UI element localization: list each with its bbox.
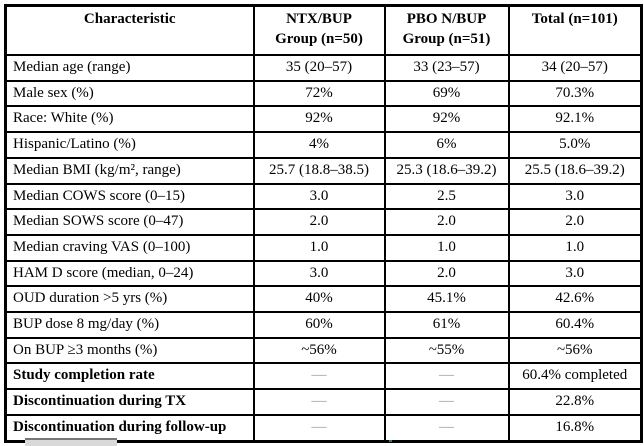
cell-value: 3.0 [507, 182, 643, 211]
row-label: Median COWS score (0–15) [4, 182, 255, 211]
column-header-ntx-bup-group: NTX/BUP Group (n=50) [252, 4, 386, 56]
row-label: HAM D score (median, 0–24) [4, 259, 255, 288]
row-label: Study completion rate [4, 362, 255, 391]
row-label: Median SOWS score (0–47) [4, 208, 255, 236]
cell-value: 3.0 [252, 259, 386, 288]
cell-value: 5.0% [507, 131, 643, 159]
row-label: Hispanic/Latino (%) [4, 131, 255, 159]
table-row: Median SOWS score (0–47) 2.0 2.0 2.0 [4, 208, 643, 236]
table-row: Race: White (%) 92% 92% 92.1% [4, 105, 643, 134]
cell-value: 2.0 [383, 208, 510, 236]
cell-empty-dash: — [383, 362, 510, 391]
cell-empty-dash: — [383, 413, 510, 443]
cell-value: 2.0 [252, 208, 386, 236]
table-row-discontinuation-followup: Discontinuation during follow-up — — 16.… [4, 413, 643, 443]
cell-value: 60.4% completed [507, 362, 643, 391]
table-row: BUP dose 8 mg/day (%) 60% 61% 60.4% [4, 311, 643, 339]
cell-value: 33 (23–57) [383, 54, 510, 82]
cell-value: 72% [252, 79, 386, 108]
row-label: Median craving VAS (0–100) [4, 233, 255, 262]
cell-value: 25.7 (18.8–38.5) [252, 156, 386, 185]
cropped-element-artifact [25, 438, 117, 446]
table-row-study-completion: Study completion rate — — 60.4% complete… [4, 362, 643, 391]
table-row: On BUP ≥3 months (%) ~56% ~55% ~56% [4, 336, 643, 365]
table-row: OUD duration >5 yrs (%) 40% 45.1% 42.6% [4, 285, 643, 314]
cell-value: ~55% [383, 336, 510, 365]
cell-value: 3.0 [507, 259, 643, 288]
row-label: Discontinuation during follow-up [4, 413, 255, 443]
row-label: On BUP ≥3 months (%) [4, 336, 255, 365]
cell-empty-dash: — [383, 388, 510, 416]
cell-value: 92.1% [507, 105, 643, 134]
cell-empty-dash: — [252, 388, 386, 416]
cell-value: 25.5 (18.6–39.2) [507, 156, 643, 185]
table-row: Median COWS score (0–15) 3.0 2.5 3.0 [4, 182, 643, 211]
table-row: HAM D score (median, 0–24) 3.0 2.0 3.0 [4, 259, 643, 288]
cell-empty-dash: — [252, 413, 386, 443]
column-header-pbo-bup-group: PBO N/BUP Group (n=51) [383, 4, 510, 56]
cell-value: 61% [383, 311, 510, 339]
row-label: OUD duration >5 yrs (%) [4, 285, 255, 314]
cursor-speck-artifact [389, 440, 392, 442]
cell-value: 92% [252, 105, 386, 134]
row-label: Median age (range) [4, 54, 255, 82]
cell-value: 1.0 [383, 233, 510, 262]
cell-value: 92% [383, 105, 510, 134]
cell-value: 4% [252, 131, 386, 159]
row-label: Race: White (%) [4, 105, 255, 134]
row-label: Median BMI (kg/m², range) [4, 156, 255, 185]
cell-value: 69% [383, 79, 510, 108]
table-row: Median craving VAS (0–100) 1.0 1.0 1.0 [4, 233, 643, 262]
cell-value: 35 (20–57) [252, 54, 386, 82]
cell-value: 16.8% [507, 413, 643, 443]
table-row: Median BMI (kg/m², range) 25.7 (18.8–38.… [4, 156, 643, 185]
cell-value: 25.3 (18.6–39.2) [383, 156, 510, 185]
cell-value: 42.6% [507, 285, 643, 314]
column-header-total: Total (n=101) [507, 4, 643, 56]
cell-value: ~56% [507, 336, 643, 365]
cell-value: 2.5 [383, 182, 510, 211]
table-row-discontinuation-tx: Discontinuation during TX — — 22.8% [4, 388, 643, 416]
cell-value: ~56% [252, 336, 386, 365]
cell-value: 6% [383, 131, 510, 159]
cell-value: 2.0 [383, 259, 510, 288]
cell-value: 2.0 [507, 208, 643, 236]
cell-value: 40% [252, 285, 386, 314]
cell-empty-dash: — [252, 362, 386, 391]
row-label: Male sex (%) [4, 79, 255, 108]
cell-value: 60% [252, 311, 386, 339]
cell-value: 1.0 [507, 233, 643, 262]
cell-value: 34 (20–57) [507, 54, 643, 82]
row-label: Discontinuation during TX [4, 388, 255, 416]
column-header-characteristic: Characteristic [4, 4, 255, 56]
row-label: BUP dose 8 mg/day (%) [4, 311, 255, 339]
baseline-characteristics-table: Characteristic NTX/BUP Group (n=50) PBO … [4, 4, 643, 443]
table-row: Hispanic/Latino (%) 4% 6% 5.0% [4, 131, 643, 159]
table-row: Male sex (%) 72% 69% 70.3% [4, 79, 643, 108]
cell-value: 60.4% [507, 311, 643, 339]
cell-value: 22.8% [507, 388, 643, 416]
cell-value: 1.0 [252, 233, 386, 262]
cell-value: 70.3% [507, 79, 643, 108]
cell-value: 45.1% [383, 285, 510, 314]
cell-value: 3.0 [252, 182, 386, 211]
table-row: Median age (range) 35 (20–57) 33 (23–57)… [4, 54, 643, 82]
header-row: Characteristic NTX/BUP Group (n=50) PBO … [4, 4, 643, 56]
